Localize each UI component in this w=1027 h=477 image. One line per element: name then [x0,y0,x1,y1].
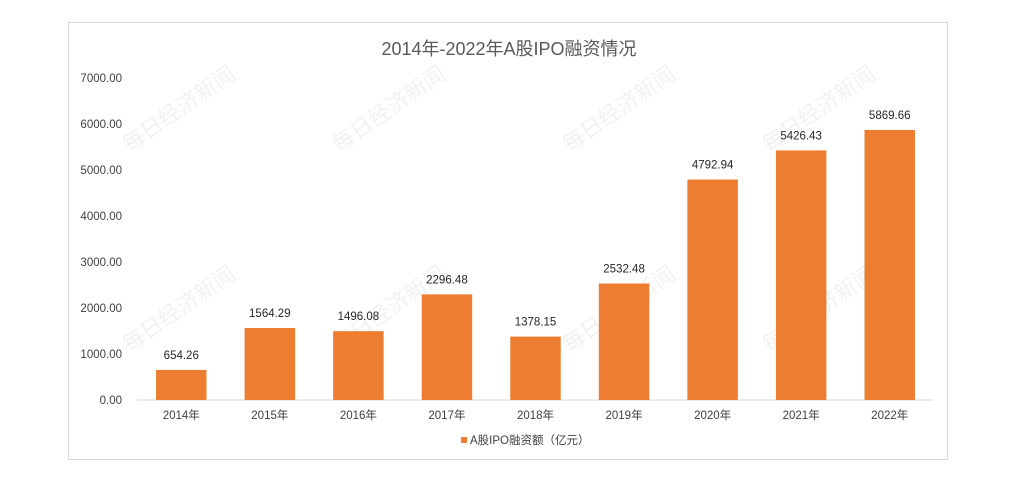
x-tick-label: 2017年 [428,408,465,422]
bar [244,328,296,400]
bar-value-label: 5426.43 [780,130,822,142]
chart-container: 每日经济新闻每日经济新闻每日经济新闻每日经济新闻每日经济新闻每日经济新闻每日经济… [68,22,948,460]
watermark-text: 每日经济新闻 [758,62,880,158]
bar-value-label: 5869.66 [869,110,911,122]
chart-title: 2014年-2022年A股IPO融资情况 [381,39,636,59]
y-tick-label: 7000.00 [80,73,122,85]
bar-value-label: 1564.29 [249,308,291,320]
bar [775,150,827,400]
x-tick-label: 2014年 [163,408,200,422]
y-tick-label: 4000.00 [80,211,122,223]
watermark-text: 每日经济新闻 [558,62,680,158]
bar [421,294,473,400]
bar [864,129,915,400]
legend-swatch [461,437,467,443]
bar-value-label: 2296.48 [426,274,468,286]
data-labels: 654.26 1564.29 1496.08 2296.48 1378.15 2532.4… [164,110,911,362]
bar-value-label: 654.26 [164,350,199,362]
x-tick-label: 2019年 [606,408,643,422]
x-tick-label: 2018年 [517,408,554,422]
y-tick-label: 5000.00 [80,165,122,177]
legend-label: A股IPO融资额（亿元） [470,434,589,447]
y-axis: 0.00 1000.00 2000.00 3000.00 4000.00 5000.00 6… [80,73,122,407]
x-tick-label: 2016年 [340,408,377,422]
bar [687,179,738,400]
y-tick-label: 0.00 [100,395,122,407]
y-tick-label: 3000.00 [80,257,122,269]
x-axis: 2014年 2015年 2016年 2017年 2018年 2019年 2020年 2021年… [163,408,909,422]
watermark-text: 每日经济新闻 [118,62,240,158]
x-tick-label: 2015年 [251,408,288,422]
x-tick-label: 2021年 [783,408,820,422]
watermark-layer: 每日经济新闻每日经济新闻每日经济新闻每日经济新闻每日经济新闻每日经济新闻每日经济… [118,62,880,358]
x-tick-label: 2020年 [694,408,731,422]
y-tick-label: 2000.00 [80,303,122,315]
y-tick-label: 6000.00 [80,119,122,131]
bar [510,336,561,400]
y-tick-label: 1000.00 [80,349,122,361]
watermark-text: 每日经济新闻 [328,62,450,158]
bar-chart: 每日经济新闻每日经济新闻每日经济新闻每日经济新闻每日经济新闻每日经济新闻每日经济… [80,39,934,447]
watermark-text: 每日经济新闻 [118,262,240,358]
bar-value-label: 1378.15 [515,317,557,329]
bar [598,283,650,400]
legend: A股IPO融资额（亿元） [461,434,589,447]
bar-value-label: 4792.94 [692,160,734,172]
bar-value-label: 2532.48 [603,264,645,276]
bar-series [156,129,915,400]
bar [333,331,384,400]
bar [156,369,207,400]
bar-value-label: 1496.08 [338,311,380,323]
x-tick-label: 2022年 [871,408,908,422]
